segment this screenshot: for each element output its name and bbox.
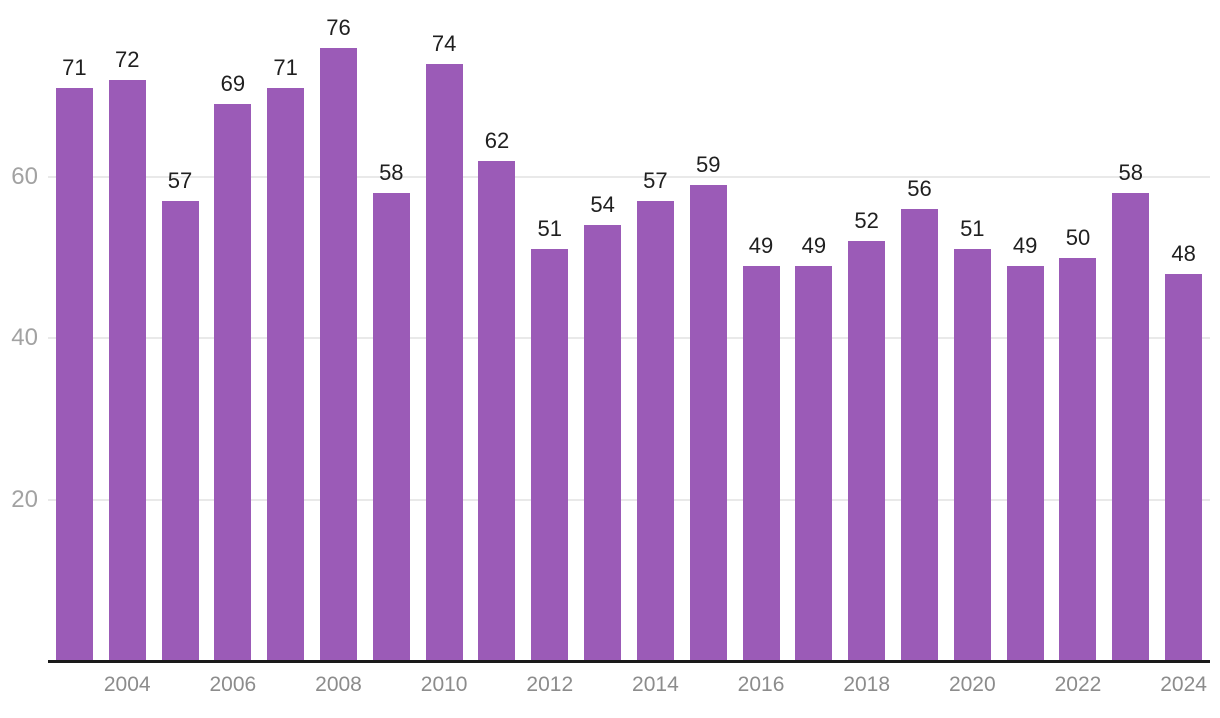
bar-value-label: 76 xyxy=(326,14,351,40)
bar-2018[interactable] xyxy=(848,241,886,661)
bar-value-label: 50 xyxy=(1065,224,1091,250)
bar-value-label: 48 xyxy=(1171,240,1196,266)
x-axis-tick-label: 2012 xyxy=(526,673,574,696)
bar-value-label: 74 xyxy=(431,30,457,56)
x-axis-tick-label: 2022 xyxy=(1054,673,1102,696)
bar-2013[interactable] xyxy=(584,225,622,661)
bar-2010[interactable] xyxy=(425,63,463,661)
x-axis-tick-label: 2024 xyxy=(1160,673,1207,696)
x-axis-tick-label: 2020 xyxy=(948,673,996,696)
y-axis-tick-label: 60 xyxy=(11,162,38,190)
bar-value-label: 52 xyxy=(854,208,879,234)
bar-2006[interactable] xyxy=(214,104,252,661)
bar-value-label: 62 xyxy=(484,127,510,153)
gridline xyxy=(48,175,1210,178)
bar-value-label: 49 xyxy=(1012,232,1038,258)
x-axis-tick-label: 2014 xyxy=(632,673,679,696)
bar-value-label: 69 xyxy=(220,71,246,97)
bar-2023[interactable] xyxy=(1112,192,1150,661)
bar-value-label: 71 xyxy=(62,55,87,81)
bar-2008[interactable] xyxy=(320,47,357,661)
bar-2003[interactable] xyxy=(55,88,93,661)
x-axis-tick-label: 2010 xyxy=(420,673,468,696)
bar-value-label: 49 xyxy=(801,232,827,258)
bar-value-label: 54 xyxy=(590,192,615,218)
bar-2024[interactable] xyxy=(1165,273,1203,661)
bar-2004[interactable] xyxy=(108,79,146,661)
bar-2007[interactable] xyxy=(267,88,305,661)
bar-value-label: 58 xyxy=(379,159,404,185)
y-axis-tick-label: 40 xyxy=(11,324,38,352)
bar-2017[interactable] xyxy=(795,265,833,661)
x-axis-tick-label: 2008 xyxy=(315,673,362,696)
bar-value-label: 51 xyxy=(537,216,562,242)
bar-2019[interactable] xyxy=(901,209,938,661)
bar-2016[interactable] xyxy=(742,265,780,661)
bar-value-label: 71 xyxy=(273,55,298,81)
x-axis-tick-label: 2006 xyxy=(209,673,257,696)
bar-2012[interactable] xyxy=(531,249,569,661)
bar-2005[interactable] xyxy=(161,201,199,661)
bar-value-label: 57 xyxy=(643,168,668,193)
bar-value-label: 57 xyxy=(167,168,193,193)
y-axis-tick-label: 20 xyxy=(11,485,38,513)
bar-value-label: 49 xyxy=(748,232,774,258)
bar-value-label: 56 xyxy=(907,176,932,202)
bar-2021[interactable] xyxy=(1006,265,1044,661)
bar-value-label: 72 xyxy=(114,46,140,72)
bar-value-label: 51 xyxy=(960,216,985,242)
gridline xyxy=(48,498,1210,501)
x-axis-tick-label: 2004 xyxy=(103,673,151,696)
bar-2015[interactable] xyxy=(689,184,727,661)
bar-2014[interactable] xyxy=(636,201,674,661)
bar-2009[interactable] xyxy=(372,192,410,661)
gridline xyxy=(48,337,1210,340)
bar-2011[interactable] xyxy=(478,160,516,661)
bar-2020[interactable] xyxy=(953,249,991,661)
bar-value-label: 58 xyxy=(1118,159,1143,185)
x-axis-tick-label: 2016 xyxy=(737,673,785,696)
bar-2022[interactable] xyxy=(1059,257,1097,661)
x-axis-line xyxy=(48,660,1210,663)
x-axis-tick-label: 2018 xyxy=(843,673,891,696)
bar-value-label: 59 xyxy=(695,151,721,177)
